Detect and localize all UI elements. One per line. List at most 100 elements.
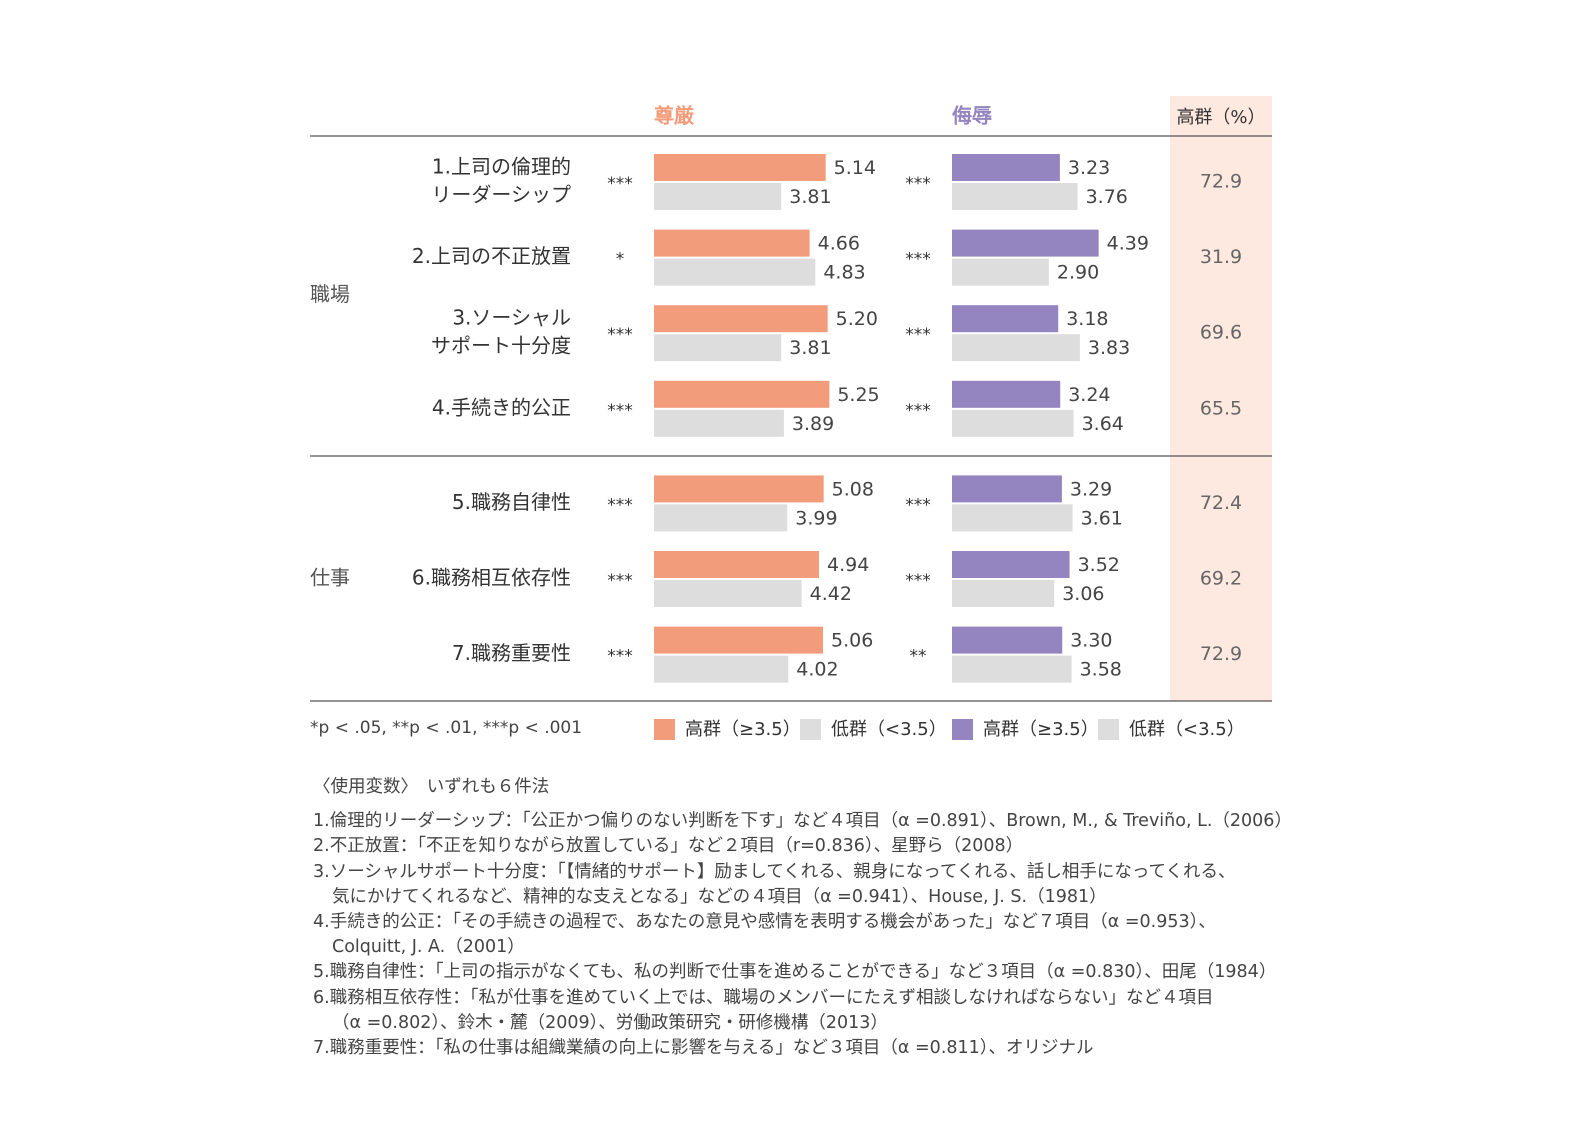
dignity-high-bar	[654, 154, 826, 181]
row-label: 3.ソーシャル	[452, 306, 571, 330]
high-pct-value: 69.2	[1200, 568, 1242, 590]
note-line: 1.倫理的リーダーシップ：「公正かつ偏りのない判断を下す」など４項目（α =0.…	[313, 811, 1292, 832]
note-line: 3.ソーシャルサポート十分度：「【情緒的サポート】励ましてくれる、親身になってく…	[313, 861, 1236, 882]
dignity-high-bar	[654, 626, 824, 654]
dignity-high-value: 4.94	[827, 554, 869, 576]
note-line: Colquitt, J. A.（2001）	[332, 937, 525, 958]
dignity-significance: ***	[607, 647, 633, 667]
insult-low-bar	[952, 504, 1073, 532]
variable-notes: 〈使用変数〉 いずれも６件法 1.倫理的リーダーシップ：「公正かつ偏りのない判断…	[313, 775, 1313, 1061]
dignity-low-bar	[654, 183, 782, 210]
insult-high-bar	[952, 551, 1070, 578]
group-label: 仕事	[310, 566, 350, 590]
row-label: 4.手続き的公正	[432, 395, 571, 419]
dignity-low-value: 4.83	[823, 262, 865, 284]
insult-low-value: 3.64	[1082, 413, 1124, 435]
insult-high-value: 3.24	[1068, 384, 1110, 406]
high-pct-value: 65.5	[1200, 397, 1242, 419]
insult-high-bar	[952, 229, 1099, 257]
dignity-low-bar	[654, 504, 788, 532]
dignity-high-value: 5.14	[834, 157, 876, 179]
insult-high-bar	[952, 154, 1060, 181]
dignity-high-bar	[654, 551, 819, 578]
dignity-high-value: 5.20	[836, 308, 878, 330]
row-label: サポート十分度	[431, 334, 571, 358]
insult-high-value: 3.29	[1070, 478, 1112, 500]
note-line: 4.手続き的公正：「その手続きの過程で、あなたの意見や感情を表明する機会があった…	[313, 912, 1216, 933]
note-line: 6.職務相互依存性：「私が仕事を進めていく上では、職場のメンバーにたえず相談しな…	[313, 987, 1214, 1008]
dignity-high-value: 5.25	[837, 384, 879, 406]
insult-low-bar	[952, 183, 1078, 210]
dignity-high-value: 4.66	[818, 233, 860, 255]
row-label: 7.職務重要性	[452, 641, 571, 665]
high-pct-value: 72.4	[1200, 492, 1242, 514]
dignity-low-value: 3.81	[789, 337, 831, 359]
insult-low-value: 3.76	[1086, 186, 1128, 208]
chart: 尊厳 侮辱 高群（%） 職場 仕事 1.上司の倫理的 リーダーシップ *** *** 5.14 3.…	[310, 96, 1272, 740]
dignity-significance: ***	[607, 495, 633, 515]
dignity-low-value: 3.89	[792, 413, 834, 435]
insult-significance: ***	[905, 495, 931, 515]
note-line: 気にかけてくれるなど、精神的な支えとなる」などの４項目（α =0.941）、Ho…	[332, 886, 1107, 907]
legend-swatch	[952, 719, 973, 740]
insult-significance: ***	[905, 250, 931, 270]
legend-label: 高群（≥3.5）	[983, 719, 1099, 740]
insult-high-bar	[952, 475, 1062, 503]
insult-low-bar	[952, 258, 1049, 286]
legend-label: 高群（≥3.5）	[685, 719, 801, 740]
insult-low-bar	[952, 334, 1080, 362]
dignity-low-bar	[654, 258, 816, 286]
insult-significance: ***	[905, 174, 931, 194]
note-line: 7.職務重要性：「私の仕事は組織業績の向上に影響を与える」など３項目（α =0.…	[313, 1038, 1094, 1059]
insult-high-value: 4.39	[1107, 233, 1149, 255]
dignity-low-bar	[654, 580, 802, 607]
dignity-significance: ***	[607, 325, 633, 345]
dignity-high-bar	[654, 305, 828, 333]
dignity-high-bar	[654, 380, 830, 408]
dignity-high-value: 5.08	[832, 478, 874, 500]
row-label: リーダーシップ	[431, 183, 571, 207]
legend-swatch	[1098, 719, 1119, 740]
legend-label: 低群（<3.5）	[831, 719, 947, 740]
insult-significance: ***	[905, 571, 931, 591]
note-line: （α =0.802）、鈴木・麓（2009）、労働政策研究・研修機構（2013）	[332, 1012, 888, 1033]
high-pct-value: 72.9	[1200, 643, 1242, 665]
pct-column-title: 高群（%）	[1176, 107, 1265, 128]
insult-low-value: 3.06	[1062, 583, 1104, 605]
note-line: 2.不正放置：「不正を知りながら放置している」など２項目（r=0.836）、星野…	[313, 836, 1024, 857]
notes-title: 〈使用変数〉 いずれも６件法	[313, 777, 550, 797]
insult-significance: ***	[905, 325, 931, 345]
dignity-high-bar	[654, 475, 824, 503]
row-label: 2.上司の不正放置	[412, 244, 571, 268]
high-pct-value: 31.9	[1200, 246, 1242, 268]
insult-significance: **	[910, 647, 927, 667]
insult-significance: ***	[905, 401, 931, 421]
legend-swatch	[654, 719, 675, 740]
legend-label: 低群（<3.5）	[1129, 719, 1245, 740]
row-label: 1.上司の倫理的	[432, 155, 571, 179]
row-label: 5.職務自律性	[452, 490, 571, 514]
high-pct-value: 72.9	[1200, 171, 1242, 193]
insult-high-bar	[952, 305, 1059, 333]
high-pct-value: 69.6	[1200, 322, 1242, 344]
dignity-high-value: 5.06	[831, 630, 873, 652]
insult-low-bar	[952, 580, 1055, 607]
insult-high-value: 3.23	[1068, 157, 1110, 179]
dignity-low-bar	[654, 409, 784, 437]
insult-high-value: 3.30	[1070, 630, 1112, 652]
insult-low-value: 3.83	[1088, 337, 1130, 359]
pct-column-background	[1170, 96, 1272, 701]
insult-low-value: 2.90	[1057, 262, 1099, 284]
dignity-significance: ***	[607, 401, 633, 421]
dignity-high-bar	[654, 229, 810, 257]
dignity-low-value: 4.42	[810, 583, 852, 605]
insult-low-value: 3.61	[1081, 507, 1123, 529]
dignity-low-value: 3.99	[795, 507, 837, 529]
legend-swatch	[800, 719, 821, 740]
row-label: 6.職務相互依存性	[412, 566, 571, 590]
dignity-significance: ***	[607, 571, 633, 591]
insult-high-value: 3.52	[1078, 554, 1120, 576]
dignity-low-bar	[654, 334, 782, 362]
significance-note: *p < .05, **p < .01, ***p < .001	[310, 718, 582, 738]
